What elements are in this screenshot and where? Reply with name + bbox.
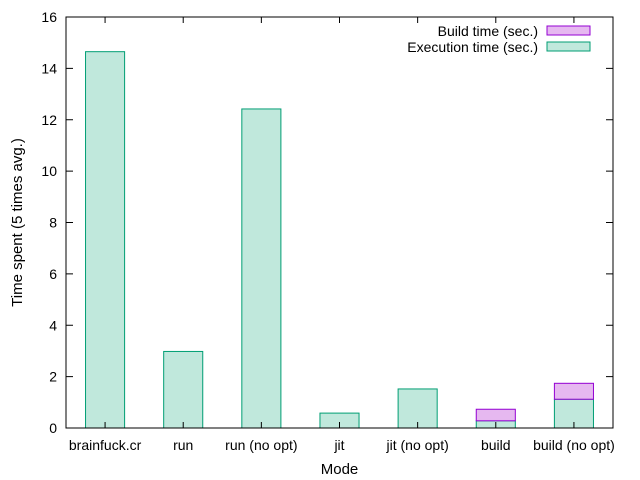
- x-tick-label: jit (no opt): [386, 437, 449, 453]
- legend: Build time (sec.)Execution time (sec.): [407, 23, 591, 55]
- legend-label: Build time (sec.): [438, 23, 538, 39]
- x-tick-label: build (no opt): [533, 437, 615, 453]
- plot-frame: [65, 16, 614, 429]
- y-axis-title: Time spent (5 times avg.): [9, 138, 26, 307]
- legend-swatch: [546, 25, 591, 36]
- x-tick-label: run: [173, 437, 193, 453]
- x-tick-label: run (no opt): [225, 437, 297, 453]
- y-tick-label: 12: [41, 112, 57, 128]
- y-tick-label: 8: [49, 215, 57, 231]
- bar-execution-0: [85, 51, 126, 429]
- x-tick-label: jit: [333, 437, 344, 453]
- bars-layer: [85, 51, 594, 429]
- bar-build-5: [475, 408, 516, 422]
- y-tick-label: 10: [41, 163, 57, 179]
- x-axis-title: Mode: [321, 461, 359, 478]
- x-tick-label: brainfuck.cr: [69, 437, 142, 453]
- x-tick-label: build: [481, 437, 511, 453]
- y-tick-label: 6: [49, 266, 57, 282]
- bar-build-6: [553, 382, 594, 400]
- legend-swatch: [546, 41, 591, 52]
- y-tick-label: 16: [41, 9, 57, 25]
- ticks-layer: brainfuck.cr run run (no opt) jit jit (no op…: [41, 9, 614, 453]
- y-tick-label: 2: [49, 369, 57, 385]
- y-tick-label: 14: [41, 60, 57, 76]
- y-tick-label: 4: [49, 317, 57, 333]
- legend-label: Execution time (sec.): [407, 39, 538, 55]
- bar-execution-4: [397, 388, 438, 429]
- y-tick-label: 0: [49, 420, 57, 436]
- bar-execution-2: [241, 108, 282, 429]
- bar-execution-1: [163, 350, 204, 429]
